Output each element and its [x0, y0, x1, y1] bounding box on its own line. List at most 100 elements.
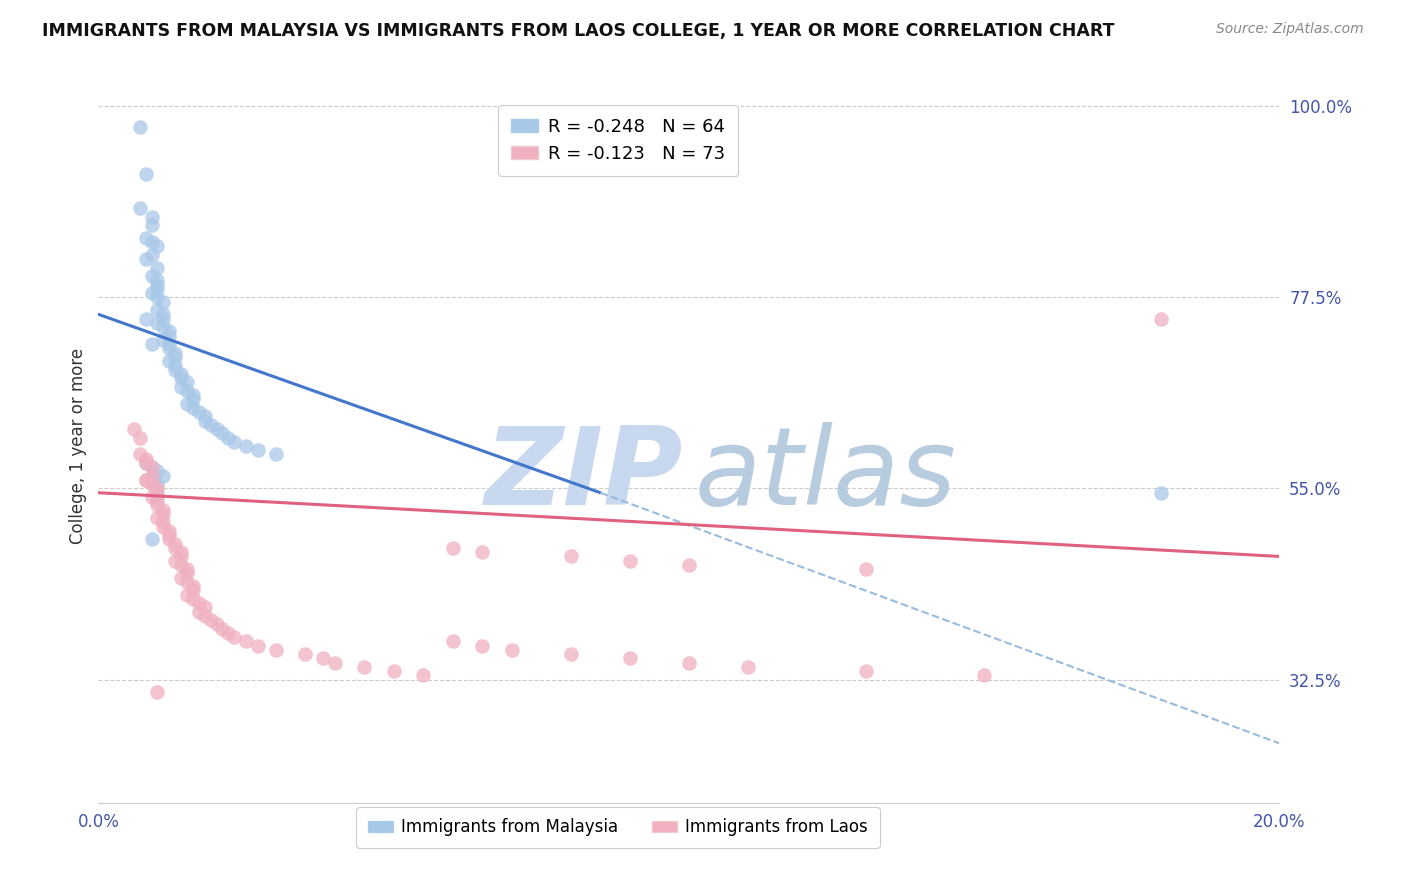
Point [146, 511, 169, 525]
Point [135, 473, 157, 487]
Point [312, 651, 335, 665]
Point [246, 639, 269, 653]
Point [181, 583, 204, 598]
Point [187, 605, 209, 619]
Point [619, 554, 641, 568]
Point [152, 333, 174, 347]
Point [194, 600, 217, 615]
Point [165, 362, 187, 376]
Point [157, 533, 180, 547]
Point [141, 218, 163, 232]
Point [181, 579, 204, 593]
Point [146, 482, 169, 496]
Point [146, 290, 169, 304]
Point [141, 248, 163, 262]
Point [187, 405, 209, 419]
Point [194, 608, 217, 623]
Point [152, 307, 174, 321]
Point [170, 558, 193, 572]
Point [152, 468, 174, 483]
Point [382, 664, 405, 678]
Point [1150, 311, 1173, 326]
Point [135, 456, 157, 470]
Point [294, 647, 316, 661]
Point [181, 591, 204, 606]
Point [152, 516, 174, 530]
Point [152, 294, 174, 309]
Point [157, 337, 180, 351]
Point [152, 320, 174, 334]
Point [128, 120, 150, 135]
Point [678, 558, 700, 572]
Point [128, 201, 150, 215]
Point [441, 634, 464, 648]
Point [146, 490, 169, 504]
Point [200, 613, 222, 627]
Point [235, 439, 257, 453]
Point [560, 647, 582, 661]
Point [141, 235, 163, 249]
Point [235, 634, 257, 648]
Point [217, 626, 239, 640]
Point [165, 541, 187, 555]
Point [128, 430, 150, 444]
Point [146, 260, 169, 275]
Point [141, 477, 163, 491]
Legend: Immigrants from Malaysia, Immigrants from Laos: Immigrants from Malaysia, Immigrants fro… [357, 806, 880, 848]
Point [176, 566, 198, 581]
Point [146, 273, 169, 287]
Point [165, 554, 187, 568]
Point [146, 316, 169, 330]
Point [135, 252, 157, 266]
Point [141, 210, 163, 224]
Point [170, 367, 193, 381]
Point [152, 507, 174, 521]
Point [973, 668, 995, 682]
Point [146, 303, 169, 318]
Point [146, 239, 169, 253]
Point [146, 485, 169, 500]
Point [141, 286, 163, 301]
Point [205, 422, 228, 436]
Point [135, 456, 157, 470]
Point [135, 167, 157, 181]
Point [141, 269, 163, 284]
Text: Source: ZipAtlas.com: Source: ZipAtlas.com [1216, 22, 1364, 37]
Point [135, 231, 157, 245]
Point [170, 571, 193, 585]
Point [619, 651, 641, 665]
Point [181, 392, 204, 407]
Point [471, 545, 494, 559]
Point [205, 617, 228, 632]
Point [157, 528, 180, 542]
Point [157, 324, 180, 338]
Point [152, 311, 174, 326]
Point [165, 537, 187, 551]
Point [217, 430, 239, 444]
Point [187, 596, 209, 610]
Point [176, 396, 198, 410]
Point [141, 490, 163, 504]
Point [165, 345, 187, 359]
Point [152, 502, 174, 516]
Point [737, 660, 759, 674]
Point [170, 545, 193, 559]
Point [176, 588, 198, 602]
Point [176, 384, 198, 398]
Point [146, 494, 169, 508]
Point [176, 574, 198, 589]
Point [211, 622, 233, 636]
Point [471, 639, 494, 653]
Text: ZIP: ZIP [485, 422, 683, 527]
Point [200, 417, 222, 432]
Text: atlas: atlas [695, 422, 956, 527]
Point [135, 311, 157, 326]
Point [560, 549, 582, 564]
Point [141, 533, 163, 547]
Point [141, 460, 163, 475]
Point [146, 277, 169, 292]
Point [181, 401, 204, 415]
Point [170, 379, 193, 393]
Point [441, 541, 464, 555]
Point [146, 499, 169, 513]
